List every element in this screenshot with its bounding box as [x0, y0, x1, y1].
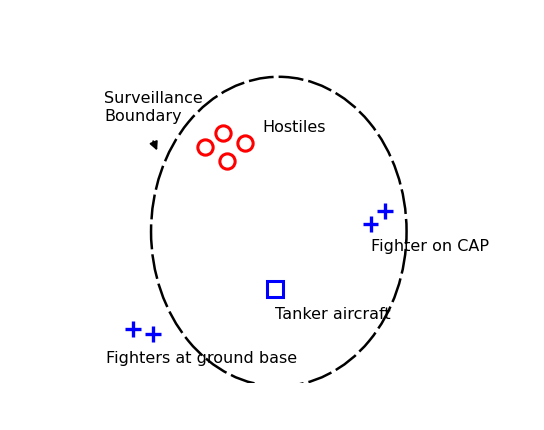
Text: Tanker aircraft: Tanker aircraft [275, 307, 391, 322]
Text: Surveillance
Boundary: Surveillance Boundary [104, 91, 203, 123]
Text: Fighters at ground base: Fighters at ground base [106, 351, 297, 366]
Text: Hostiles: Hostiles [263, 120, 326, 135]
Bar [267, 281, 283, 297]
Text: Fighter on CAP: Fighter on CAP [370, 239, 489, 254]
